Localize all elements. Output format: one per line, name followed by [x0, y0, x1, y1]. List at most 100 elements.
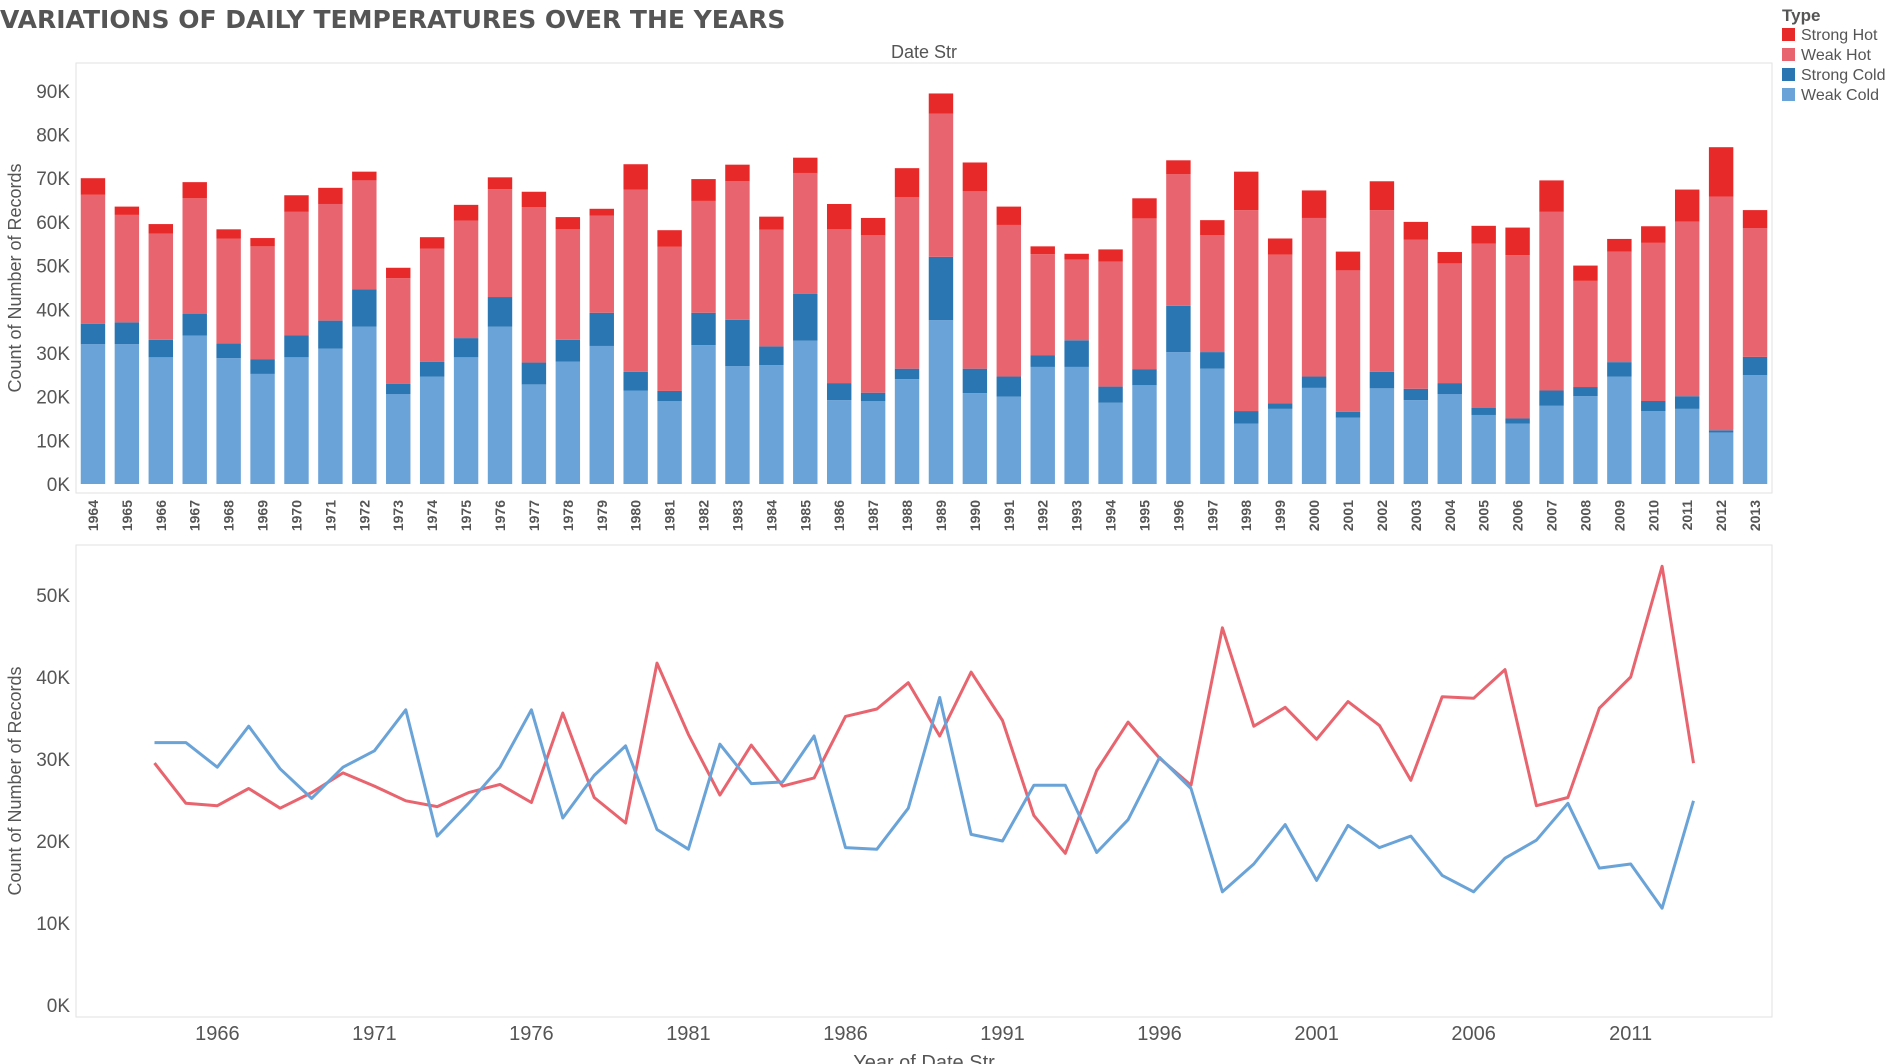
bar-segment	[1742, 356, 1768, 376]
bar-segment	[419, 361, 445, 377]
line-y-tick-label: 10K	[36, 914, 70, 935]
bar-segment	[1437, 252, 1462, 264]
bar-segment	[860, 235, 886, 393]
bar-segment	[521, 362, 547, 385]
bar-segment	[1166, 174, 1191, 306]
bar-segment	[1030, 254, 1055, 356]
bar-x-tick-label: 2013	[1747, 500, 1763, 531]
bar-segment	[352, 171, 377, 181]
bar-segment	[759, 229, 784, 347]
bar-segment	[1098, 261, 1123, 387]
bar-segment	[894, 368, 920, 380]
bar-segment	[1403, 221, 1429, 240]
bar-x-tick-label: 2004	[1442, 500, 1458, 531]
bar-segment	[759, 216, 784, 230]
bar-segment	[1030, 246, 1055, 255]
bar-segment	[1098, 402, 1123, 484]
legend-label[interactable]: Strong Cold	[1801, 67, 1886, 84]
bar-segment	[793, 157, 818, 173]
legend-title: Type	[1782, 6, 1820, 25]
bar-segment	[1539, 390, 1564, 406]
bar-segment	[521, 384, 547, 484]
bar-x-tick-label: 1998	[1238, 500, 1254, 531]
bar-x-tick-label: 1966	[153, 500, 169, 531]
bar-segment	[352, 326, 377, 484]
bar-segment	[894, 196, 920, 369]
legend-label[interactable]: Weak Cold	[1801, 87, 1879, 104]
bar-segment	[793, 293, 818, 341]
bar-segment	[1607, 238, 1632, 252]
legend-swatch[interactable]	[1782, 48, 1795, 61]
line-x-tick-label: 2001	[1294, 1023, 1339, 1045]
bar-segment	[1437, 263, 1462, 384]
bar-x-tick-label: 1985	[797, 500, 813, 531]
bar-segment	[1742, 210, 1768, 229]
line-x-tick-label: 1996	[1137, 1023, 1182, 1045]
bar-segment	[1573, 280, 1598, 388]
bar-segment	[691, 179, 716, 201]
bar-segment	[1607, 251, 1632, 363]
bar-segment	[352, 180, 377, 290]
bar-segment	[928, 320, 954, 484]
line-y-axis: 0K 10K 20K 30K 40K 50K	[36, 586, 70, 1017]
bar-x-tick-label: 1973	[390, 500, 406, 531]
bar-segment	[1335, 270, 1361, 412]
bar-y-tick-label: 80K	[36, 126, 70, 147]
bar-segment	[1369, 388, 1395, 484]
bar-x-tick-label: 2002	[1374, 500, 1390, 531]
bar-segment	[1471, 414, 1496, 484]
legend-label[interactable]: Strong Hot	[1801, 27, 1878, 44]
bar-y-tick-label: 50K	[36, 257, 70, 278]
bar-segment	[555, 217, 581, 230]
bar-segment	[860, 392, 886, 401]
bar-segment	[453, 357, 479, 484]
bar-segment	[487, 326, 513, 484]
bar-segment	[1641, 401, 1666, 412]
page-title: VARIATIONS OF DAILY TEMPERATURES OVER TH…	[0, 5, 785, 34]
bar-segment	[623, 189, 648, 372]
bar-segment	[182, 182, 207, 199]
bar-x-tick-label: 1994	[1103, 500, 1119, 531]
bar-x-tick-label: 1984	[763, 500, 779, 531]
bar-segment	[1166, 352, 1191, 484]
line-x-tick-label: 1971	[352, 1023, 397, 1045]
bar-segment	[1301, 217, 1327, 377]
bar-segment	[1573, 387, 1598, 397]
bar-x-tick-label: 1988	[899, 500, 915, 531]
bar-segment	[318, 187, 343, 204]
bar-segment	[1573, 396, 1598, 484]
bar-segment	[453, 338, 479, 358]
bar-segment	[928, 256, 954, 321]
bar-y-tick-label: 40K	[36, 300, 70, 321]
legend[interactable]: Type Strong Hot Weak Hot Strong Cold Weak C…	[1782, 6, 1886, 104]
bar-segment	[759, 365, 784, 484]
bar-segment	[657, 390, 682, 401]
bar-y-tick-label: 10K	[36, 431, 70, 452]
bar-segment	[1301, 376, 1327, 388]
bar-x-tick-label: 1991	[1001, 500, 1017, 531]
legend-swatch[interactable]	[1782, 28, 1795, 41]
bar-segment	[114, 206, 140, 215]
bar-segment	[623, 390, 648, 484]
bar-segment	[1064, 340, 1089, 367]
legend-swatch[interactable]	[1782, 68, 1795, 81]
bar-x-axis: 1964 1965 1966 1967 1968 1969 1970 1971 1972 1973…	[85, 500, 1763, 531]
bar-chart-ylabel: Count of Number of Records	[5, 163, 25, 392]
bar-segment	[1573, 265, 1598, 281]
bar-x-tick-label: 1975	[458, 500, 474, 531]
bar-segment	[148, 339, 174, 358]
legend-label[interactable]: Weak Hot	[1801, 47, 1872, 64]
bar-segment	[419, 376, 445, 484]
bar-segment	[623, 164, 648, 190]
bar-segment	[80, 194, 106, 324]
bar-segment	[1064, 253, 1089, 260]
legend-swatch[interactable]	[1782, 88, 1795, 101]
bar-x-tick-label: 2011	[1679, 500, 1695, 531]
bar-segment	[114, 214, 140, 323]
bar-x-tick-label: 1968	[221, 500, 237, 531]
bar-x-tick-label: 1986	[831, 500, 847, 531]
bar-x-tick-label: 1981	[662, 500, 678, 531]
line-y-tick-label: 20K	[36, 832, 70, 853]
bar-segment	[1166, 305, 1191, 353]
bar-segment	[826, 400, 852, 484]
